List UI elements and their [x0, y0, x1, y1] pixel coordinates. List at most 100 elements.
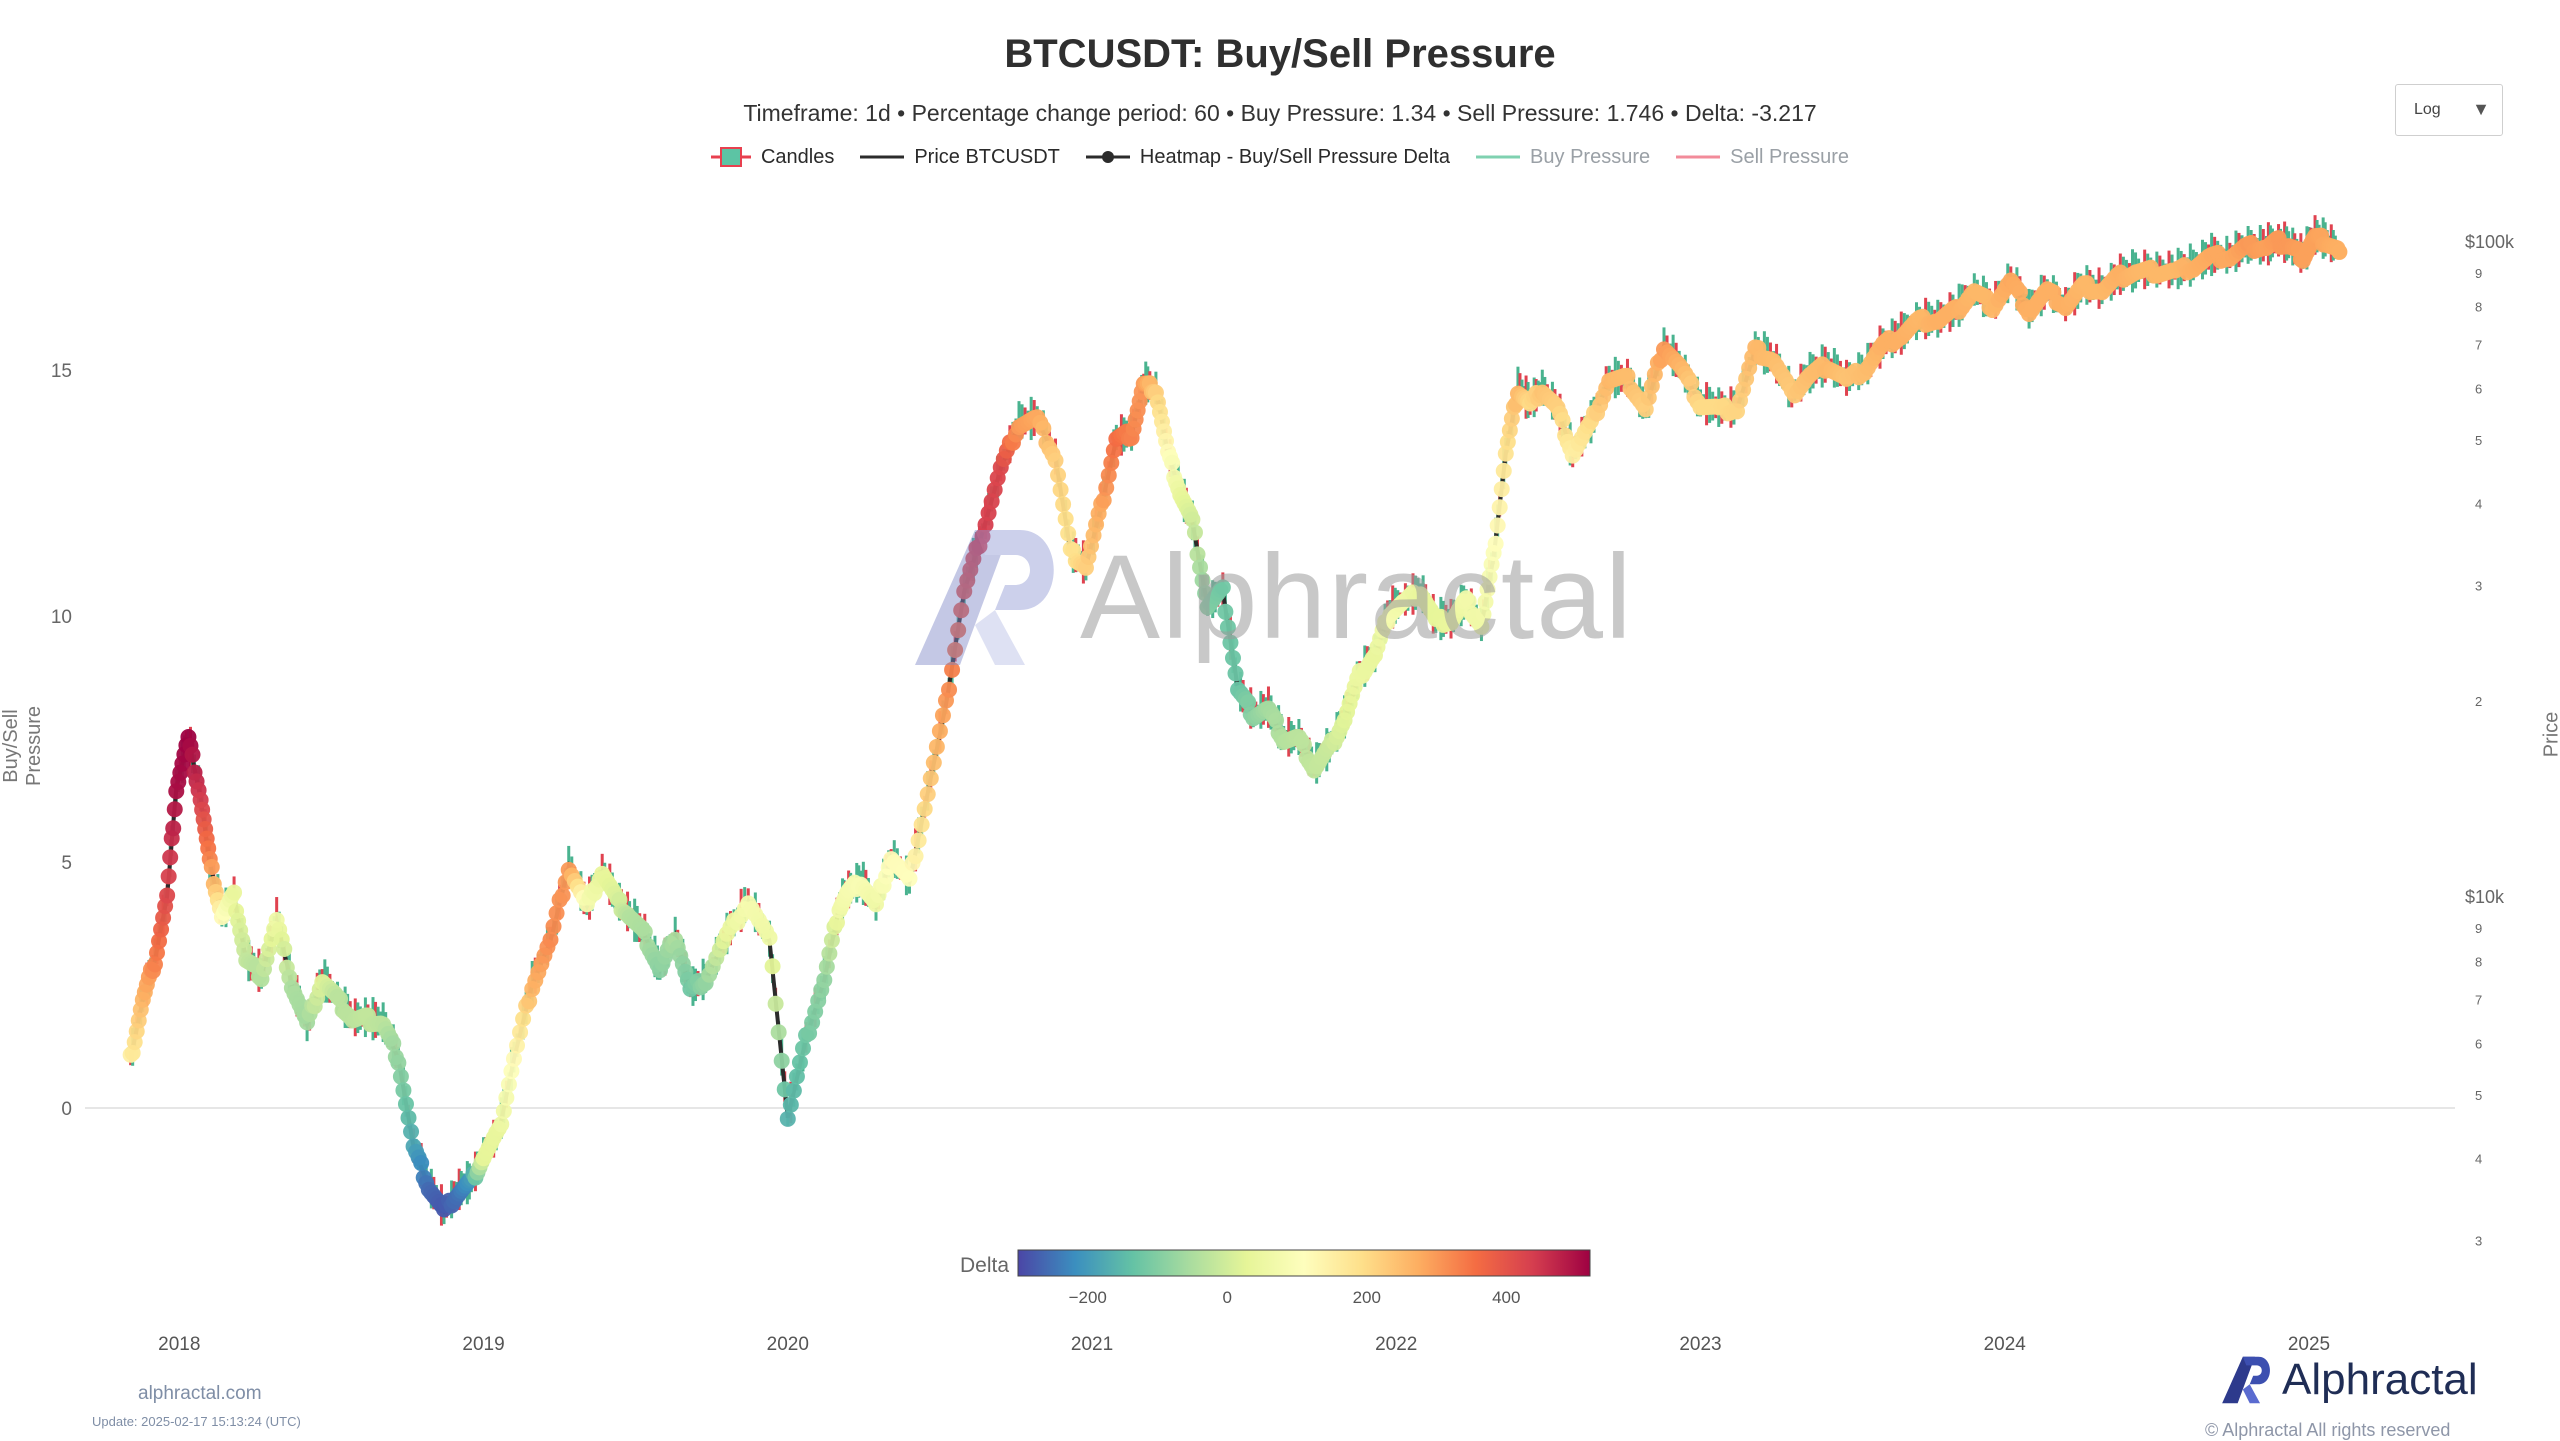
heatmap-point: [786, 1083, 802, 1099]
heatmap-legend-icon: [1086, 145, 1130, 169]
copyright-text: © Alphractal All rights reserved: [2205, 1420, 2450, 1441]
x-tick-label: 2018: [158, 1334, 200, 1355]
colorbar-tick-label: 200: [1353, 1288, 1381, 1307]
x-tick-label: 2023: [1679, 1334, 1721, 1355]
x-tick-label: 2024: [1984, 1334, 2027, 1355]
price-line: [131, 237, 2340, 1211]
heatmap-point: [226, 884, 242, 900]
heatmap-point: [165, 820, 181, 836]
heatmap-point: [941, 682, 957, 698]
y2-tick-label: 6: [2475, 381, 2482, 396]
colorbar-tick-label: −200: [1069, 1288, 1107, 1307]
scale-select-value: Log: [2414, 101, 2441, 119]
heatmap-points-layer: [123, 228, 2348, 1218]
y-tick-label: 10: [51, 607, 72, 628]
heatmap-point: [162, 849, 178, 865]
y2-tick-label: 8: [2475, 299, 2482, 314]
legend: Candles Price BTCUSDT Heatmap - Buy/Sell…: [0, 145, 2560, 169]
heatmap-point: [395, 1082, 411, 1098]
heatmap-point: [276, 941, 292, 957]
y-tick-label: 5: [61, 853, 72, 874]
heatmap-point: [549, 905, 565, 921]
heatmap-point: [768, 996, 784, 1012]
y-axis-title: Buy/Sell Pressure: [0, 671, 46, 821]
heatmap-point: [911, 832, 927, 848]
y2-tick-label: 3: [2475, 578, 2482, 593]
y2-tick-label: 7: [2475, 337, 2482, 352]
x-tick-label: 2019: [462, 1334, 504, 1355]
colorbar: [1018, 1250, 1590, 1276]
heatmap-point: [2331, 244, 2347, 260]
legend-label-sell: Sell Pressure: [1730, 146, 1849, 169]
legend-item-candles[interactable]: Candles: [711, 145, 834, 169]
heatmap-point: [762, 930, 778, 946]
x-tick-label: 2025: [2288, 1334, 2330, 1355]
chart-title: BTCUSDT: Buy/Sell Pressure: [0, 32, 2560, 77]
heatmap-point: [1055, 496, 1071, 512]
candles-legend-icon: [711, 145, 751, 169]
colorbar-title: Delta: [960, 1254, 1009, 1278]
sell-pressure-legend-icon: [1676, 145, 1720, 169]
heatmap-point: [398, 1096, 414, 1112]
y2-tick-label: $100k: [2465, 232, 2515, 252]
heatmap-point: [401, 1110, 417, 1126]
y2-tick-label: 8: [2475, 954, 2482, 969]
y2-tick-label: 9: [2475, 921, 2482, 936]
y2-tick-label: $10k: [2465, 887, 2505, 907]
heatmap-point: [1496, 463, 1512, 479]
x-tick-label: 2022: [1375, 1334, 1417, 1355]
brand-logo: Alphractal: [2220, 1355, 2478, 1405]
heatmap-point: [920, 786, 936, 802]
legend-label-price: Price BTCUSDT: [914, 146, 1060, 169]
watermark-logo-icon: [915, 525, 1065, 675]
heatmap-point: [184, 747, 200, 763]
heatmap-point: [542, 932, 558, 948]
heatmap-point: [1164, 455, 1180, 471]
colorbar-tick-label: 0: [1223, 1288, 1232, 1307]
scale-select[interactable]: Log ▼: [2395, 84, 2503, 136]
footer-site-link[interactable]: alphractal.com: [138, 1383, 262, 1405]
legend-item-buy[interactable]: Buy Pressure: [1476, 145, 1650, 169]
heatmap-point: [512, 1024, 528, 1040]
y2-tick-label: 5: [2475, 1088, 2482, 1103]
legend-item-heatmap[interactable]: Heatmap - Buy/Sell Pressure Delta: [1086, 145, 1450, 169]
heatmap-point: [1050, 467, 1066, 483]
heatmap-point: [1494, 481, 1510, 497]
heatmap-point: [555, 888, 571, 904]
heatmap-point: [496, 1103, 512, 1119]
heatmap-point: [816, 972, 832, 988]
heatmap-point: [204, 859, 220, 875]
legend-label-heatmap: Heatmap - Buy/Sell Pressure Delta: [1140, 146, 1450, 169]
heatmap-point: [780, 1111, 796, 1127]
legend-label-candles: Candles: [761, 146, 834, 169]
heatmap-point: [1048, 453, 1064, 469]
legend-item-price[interactable]: Price BTCUSDT: [860, 145, 1060, 169]
heatmap-point: [413, 1155, 429, 1171]
heatmap-point: [1683, 375, 1699, 391]
alphractal-logo-icon: [2220, 1355, 2276, 1405]
heatmap-point: [765, 958, 781, 974]
chevron-down-icon: ▼: [2472, 99, 2490, 120]
heatmap-point: [509, 1038, 525, 1054]
heatmap-point: [1492, 499, 1508, 515]
heatmap-point: [792, 1054, 808, 1070]
watermark-text: Alphractal: [1080, 528, 1634, 666]
y-tick-label: 15: [51, 361, 72, 382]
buy-pressure-legend-icon: [1476, 145, 1520, 169]
brand-name: Alphractal: [2282, 1355, 2478, 1405]
heatmap-point: [498, 1090, 514, 1106]
colorbar-tick-label: 400: [1492, 1288, 1520, 1307]
y2-tick-label: 4: [2475, 1152, 2482, 1167]
legend-item-sell[interactable]: Sell Pressure: [1676, 145, 1849, 169]
y2-tick-label: 7: [2475, 992, 2482, 1007]
heatmap-point: [929, 739, 945, 755]
x-tick-label: 2021: [1071, 1334, 1113, 1355]
heatmap-point: [901, 871, 917, 887]
chart-subtitle: Timeframe: 1d • Percentage change period…: [0, 100, 2560, 127]
y2-axis-title: Price: [2541, 705, 2560, 765]
footer-update-time: Update: 2025-02-17 15:13:24 (UTC): [92, 1414, 301, 1429]
heatmap-point: [403, 1124, 419, 1140]
y2-tick-label: 6: [2475, 1036, 2482, 1051]
heatmap-point: [167, 801, 183, 817]
